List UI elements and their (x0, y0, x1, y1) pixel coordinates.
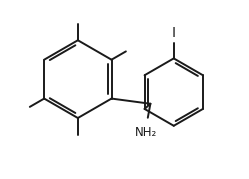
Text: I: I (172, 26, 176, 40)
Text: NH₂: NH₂ (135, 125, 157, 139)
